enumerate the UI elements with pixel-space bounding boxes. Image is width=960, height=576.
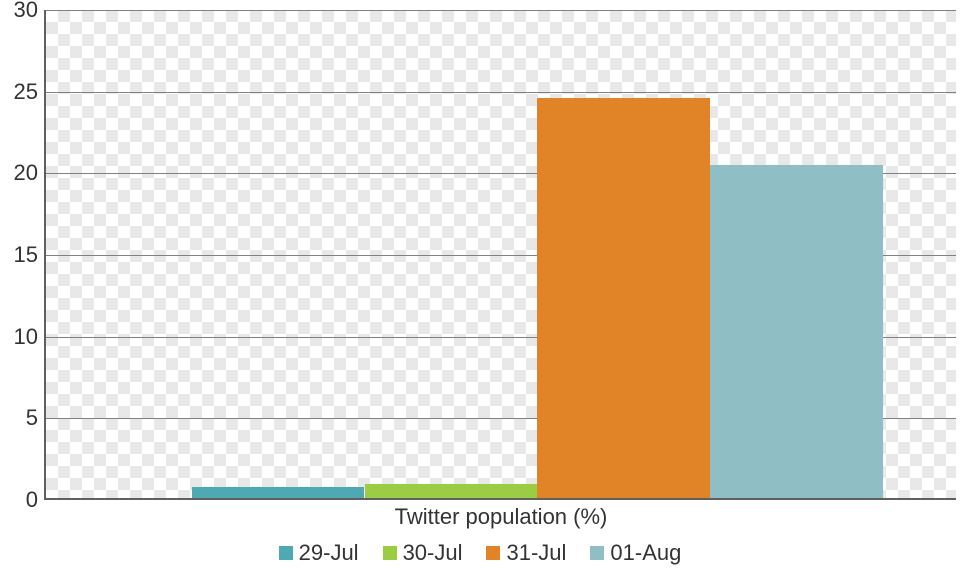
y-tick-label: 0 <box>26 487 46 513</box>
gridline <box>46 92 956 93</box>
bar-31-jul <box>537 98 710 498</box>
legend-item: 31-Jul <box>486 540 566 566</box>
y-tick-label: 30 <box>14 0 46 23</box>
y-tick-label: 5 <box>26 405 46 431</box>
legend-label: 31-Jul <box>506 540 566 566</box>
legend: 29-Jul 30-Jul 31-Jul 01-Aug <box>0 540 960 566</box>
legend-swatch <box>486 546 500 560</box>
bar-01-aug <box>710 165 883 498</box>
x-axis-title: Twitter population (%) <box>46 498 956 530</box>
legend-item: 01-Aug <box>590 540 681 566</box>
legend-label: 30-Jul <box>403 540 463 566</box>
legend-swatch <box>383 546 397 560</box>
legend-item: 29-Jul <box>279 540 359 566</box>
y-tick-label: 20 <box>14 160 46 186</box>
legend-swatch <box>590 546 604 560</box>
plot-area: Twitter population (%) 051015202530 <box>44 10 956 500</box>
legend-item: 30-Jul <box>383 540 463 566</box>
y-tick-label: 15 <box>14 242 46 268</box>
legend-label: 29-Jul <box>299 540 359 566</box>
y-tick-label: 10 <box>14 324 46 350</box>
y-tick-label: 25 <box>14 79 46 105</box>
bar-30-jul <box>365 484 538 498</box>
gridline <box>46 10 956 11</box>
legend-swatch <box>279 546 293 560</box>
legend-label: 01-Aug <box>610 540 681 566</box>
chart-container: Twitter population (%) 051015202530 29-J… <box>0 0 960 576</box>
bar-29-jul <box>192 487 365 498</box>
